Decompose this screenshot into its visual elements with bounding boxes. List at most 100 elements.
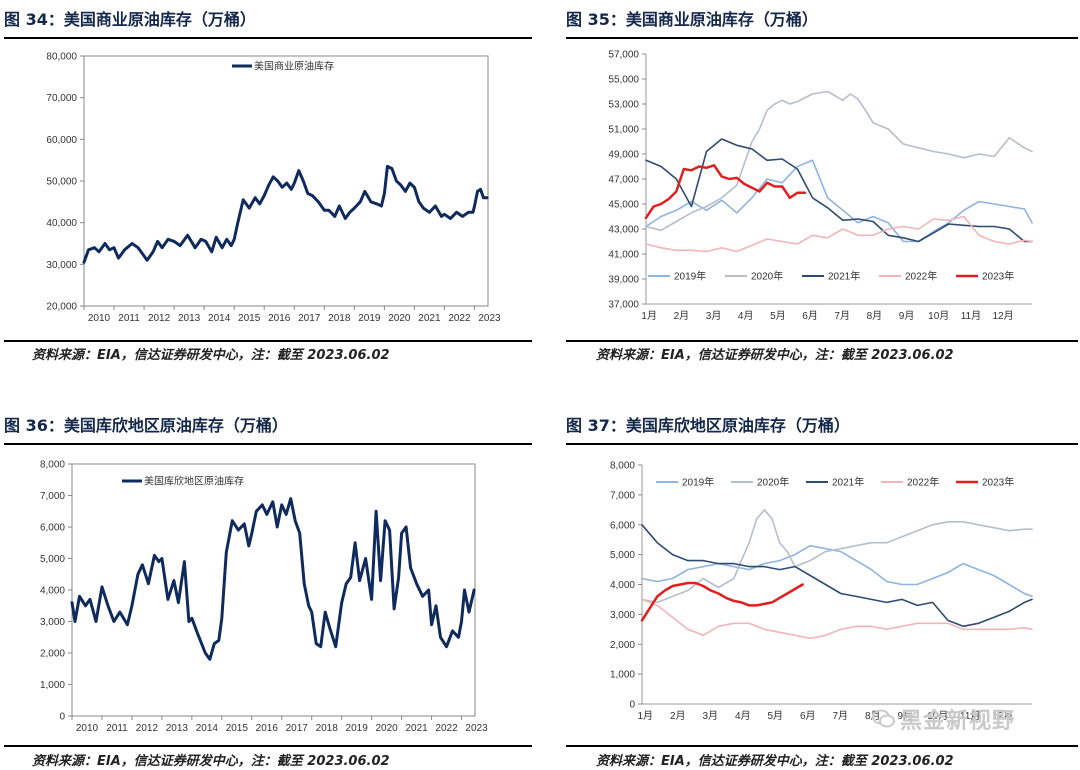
x-tick-label: 2022: [435, 723, 458, 734]
series-line-2: [641, 508, 1033, 604]
x-tick-label: 11月: [961, 310, 981, 322]
series-line-2: [645, 90, 1033, 232]
panel-title-37: 图 37：美国库欣地区原油库存（万桶）: [566, 416, 850, 435]
x-tick-label: 2012: [148, 313, 171, 324]
x-tick-label: 2014: [196, 723, 219, 734]
y-tick-label: 2,000: [610, 640, 635, 651]
x-tick-label: 2017: [286, 723, 309, 734]
chart-37-cushing-crude-seasonal: 0 1,000 2,000 3,000 4,000 5,000 6,000 7,000 8,00…: [610, 461, 1033, 722]
y-tick-label: 49,000: [608, 150, 639, 161]
source-34: 资料来源：EIA，信达证券研发中心，注：截至 2023.06.02: [32, 348, 390, 363]
x-tick-label: 6月: [800, 710, 816, 722]
x-tick-label: 2014: [208, 313, 231, 324]
series-line-1: [70, 497, 476, 661]
y-tick-label: 40,000: [46, 218, 77, 229]
x-tick-label: 7月: [832, 710, 848, 722]
panel-title-35: 图 35：美国商业原油库存（万桶）: [566, 10, 818, 29]
y-tick-label: 43,000: [608, 225, 639, 236]
legend-label: 2021年: [832, 476, 864, 489]
x-tick-label: 5月: [770, 310, 786, 322]
chart-36-cushing-crude-history: 0 1,000 2,000 3,000 4,000 5,000 6,000 7,000 8,00…: [40, 460, 488, 735]
legend-label: 美国商业原油库存: [254, 60, 334, 73]
series-line-4: [641, 598, 1033, 640]
x-tick-label: 4月: [735, 710, 751, 722]
x-tick-label: 2018: [328, 313, 351, 324]
y-tick-label: 57,000: [608, 50, 639, 61]
legend-label: 2020年: [751, 270, 783, 283]
series-line-5: [640, 581, 804, 622]
legend-label: 2022年: [907, 476, 939, 489]
x-tick-label: 1月: [641, 310, 657, 322]
panel-title-36: 图 36：美国库欣地区原油库存（万桶）: [4, 416, 288, 435]
y-tick-label: 30,000: [46, 260, 77, 271]
y-tick-label: 0: [629, 700, 635, 711]
watermark-text: 黑金新视野: [900, 709, 1016, 734]
x-tick-label: 2018: [316, 723, 339, 734]
x-tick-label: 9月: [897, 710, 913, 722]
y-tick-label: 8,000: [610, 461, 635, 472]
legend-label: 2019年: [674, 270, 706, 283]
x-tick-label: 2020: [388, 313, 411, 324]
y-tick-label: 45,000: [608, 200, 639, 211]
y-tick-label: 6,000: [610, 520, 635, 531]
x-tick-label: 2019: [346, 723, 369, 734]
x-tick-label: 2月: [670, 710, 686, 722]
series-line-4: [645, 215, 1033, 253]
top-rule-35: [566, 37, 1078, 39]
y-tick-label: 4,000: [610, 580, 635, 591]
x-tick-label: 2015: [226, 723, 249, 734]
y-tick-label: 6,000: [40, 523, 65, 534]
y-tick-label: 3,000: [610, 610, 635, 621]
series-line-1: [645, 159, 1033, 243]
legend-label: 2022年: [905, 270, 937, 283]
y-tick-label: 5,000: [40, 554, 65, 565]
x-tick-label: 2011: [118, 313, 140, 324]
x-tick-label: 10月: [928, 310, 949, 322]
x-tick-label: 2021: [418, 313, 441, 324]
x-tick-label: 2015: [238, 313, 261, 324]
y-tick-label: 1,000: [610, 670, 635, 681]
x-tick-label: 2013: [178, 313, 201, 324]
x-tick-label: 9月: [899, 310, 915, 322]
x-tick-label: 12月: [992, 310, 1013, 322]
x-tick-label: 2019: [358, 313, 381, 324]
top-rule-34: [4, 37, 532, 39]
y-tick-label: 7,000: [40, 491, 65, 502]
x-tick-label: 2020: [376, 723, 399, 734]
legend-label: 2020年: [757, 476, 789, 489]
x-tick-label: 2021: [405, 723, 428, 734]
x-tick-label: 2023: [465, 723, 488, 734]
x-tick-label: 2017: [298, 313, 321, 324]
x-tick-label: 2012: [136, 723, 159, 734]
x-tick-label: 7月: [834, 310, 850, 322]
source-35: 资料来源：EIA，信达证券研发中心，注：截至 2023.06.02: [596, 348, 954, 363]
series-line-1: [641, 544, 1033, 598]
x-tick-label: 4月: [738, 310, 754, 322]
x-tick-label: 11月: [960, 710, 980, 722]
y-tick-label: 1,000: [40, 680, 65, 691]
y-tick-label: 7,000: [610, 490, 635, 501]
y-tick-label: 4,000: [40, 586, 65, 597]
y-tick-label: 8,000: [40, 460, 65, 471]
x-tick-label: 2月: [674, 310, 690, 322]
x-tick-label: 5月: [767, 710, 783, 722]
x-tick-label: 10月: [927, 710, 948, 722]
y-tick-label: 50,000: [46, 177, 77, 188]
series-line-3: [645, 138, 1033, 243]
bottom-rule-34: [4, 340, 532, 342]
bottom-rule-35: [566, 340, 1078, 342]
x-tick-label: 3月: [706, 310, 722, 322]
y-tick-label: 55,000: [608, 75, 639, 86]
bottom-rule-36: [4, 745, 532, 747]
x-tick-label: 2022: [448, 313, 471, 324]
series-line-5: [644, 164, 807, 220]
x-tick-label: 12月: [992, 710, 1013, 722]
chart-34-commercial-crude-history: 20,000 30,000 40,000 50,000 60,000 70,000 80,0…: [46, 52, 501, 325]
x-tick-label: 2013: [166, 723, 189, 734]
y-tick-label: 80,000: [46, 52, 77, 63]
y-tick-label: 37,000: [608, 300, 639, 311]
y-tick-label: 51,000: [608, 125, 639, 136]
x-tick-label: 6月: [802, 310, 818, 322]
x-tick-label: 2016: [256, 723, 279, 734]
y-tick-label: 0: [59, 712, 65, 723]
